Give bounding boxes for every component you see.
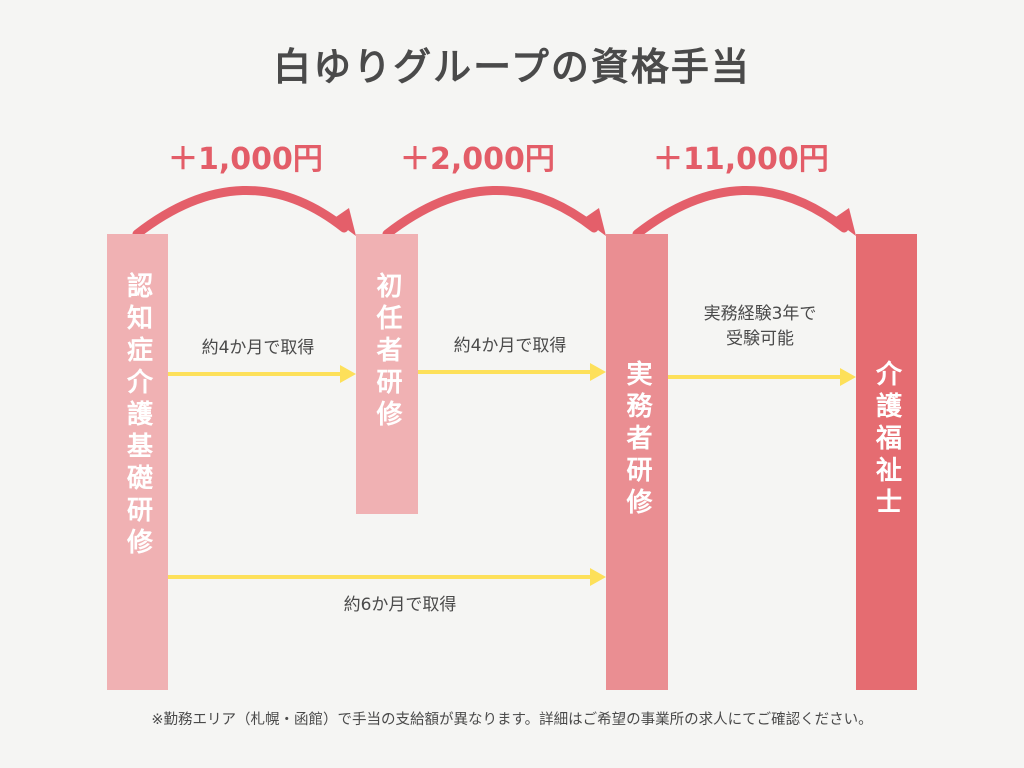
transition-label-2: 約4か月で取得 [453,336,567,356]
allowance-1000: ＋1,000円 [168,142,323,177]
stage-label: 実務者研修 [622,360,652,520]
allowance-arc-2 [382,186,606,239]
arrow-basic-to-initial [168,365,356,383]
arrow-practitioner-to-certified [668,368,856,386]
transition-label-3-line2: 受験可能 [726,328,794,349]
allowance-arc-3 [632,186,856,239]
stage-basic-dementia-care-training: 認知症介護基礎研修 [107,234,168,690]
transition-label-4: 約6か月で取得 [343,595,457,615]
transition-label-3: 実務経験3年で 受験可能 [672,302,848,351]
allowance-11000: ＋11,000円 [653,142,829,177]
stage-label: 介護福祉士 [871,360,902,520]
footnote: ※勤務エリア（札幌・函館）で手当の支給額が異なります。詳細はご希望の事業所の求人… [151,712,873,728]
stage-label: 認知症介護基礎研修 [122,272,153,560]
transition-label-3-line1: 実務経験3年で [703,304,817,324]
stage-label: 初任者研修 [372,272,402,432]
arrow-initial-to-practitioner [418,363,606,381]
stage-practitioner-training: 実務者研修 [606,234,668,690]
transition-label-1: 約4か月で取得 [201,338,315,358]
stage-initial-training: 初任者研修 [356,234,418,514]
allowance-2000: ＋2,000円 [400,142,555,177]
stage-certified-care-worker: 介護福祉士 [856,234,917,690]
arrow-basic-to-practitioner [168,568,606,586]
page-title: 白ゆりグループの資格手当 [273,45,751,89]
allowance-arc-1 [132,186,356,239]
